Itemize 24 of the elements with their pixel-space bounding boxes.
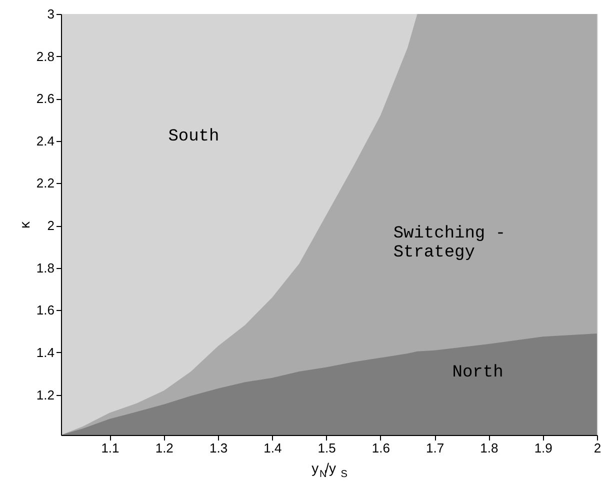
series-label: Switching - Strategy (393, 224, 506, 262)
y-axis-title: κ (16, 220, 32, 228)
y-tick-label: 2 (47, 218, 54, 234)
y-tick-label: 2.2 (36, 176, 54, 191)
x-tick-label: 1.4 (264, 440, 282, 456)
x-tick-label: 1.8 (480, 440, 498, 456)
series-label: North (452, 363, 504, 382)
x-tick-label: 2 (594, 440, 601, 456)
x-tick-label: 1.1 (101, 440, 120, 456)
y-tick-label: 2.6 (36, 91, 54, 106)
series-label: South (168, 128, 220, 147)
x-tick-label: 1.3 (209, 440, 228, 456)
y-tick-label: 1.6 (36, 302, 54, 318)
y-tick-label: 3 (47, 6, 54, 22)
x-tick-label: 1.6 (372, 440, 390, 456)
x-tick-label: 1.2 (155, 440, 174, 456)
y-tick-label: 2.4 (36, 133, 54, 148)
y-tick-label: 2.8 (36, 48, 54, 64)
y-tick-label: 1.2 (36, 387, 54, 402)
y-tick-label: 1.8 (36, 260, 54, 276)
y-tick-label: 1.4 (36, 344, 54, 360)
x-tick-label: 1.7 (426, 440, 444, 456)
x-tick-label: 1.9 (534, 440, 552, 456)
x-tick-label: 1.5 (318, 440, 336, 456)
